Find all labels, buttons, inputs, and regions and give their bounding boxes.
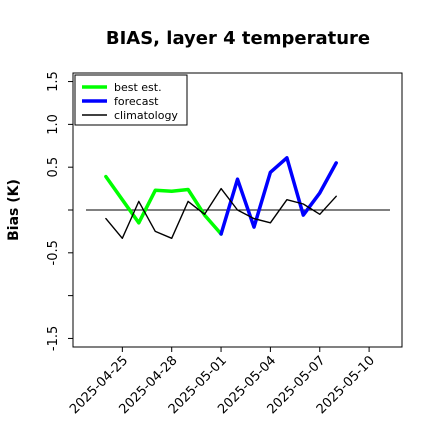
series-line-climatology <box>105 187 337 240</box>
y-tick-label: -0.5 <box>46 240 61 265</box>
legend-label: best est. <box>114 81 162 94</box>
y-tick-label: 1.5 <box>46 71 61 92</box>
y-tick-label: 0.5 <box>46 157 61 178</box>
y-tick-label: 1.0 <box>46 114 61 135</box>
y-tick-label: -1.5 <box>46 326 61 351</box>
series-line-best-est <box>104 174 223 236</box>
chart-title: BIAS, layer 4 temperature <box>106 28 370 49</box>
legend-label: climatology <box>114 109 178 122</box>
y-axis-label: Bias (K) <box>6 179 22 241</box>
series-line-forecast <box>219 156 338 236</box>
legend-label: forecast <box>114 95 159 108</box>
